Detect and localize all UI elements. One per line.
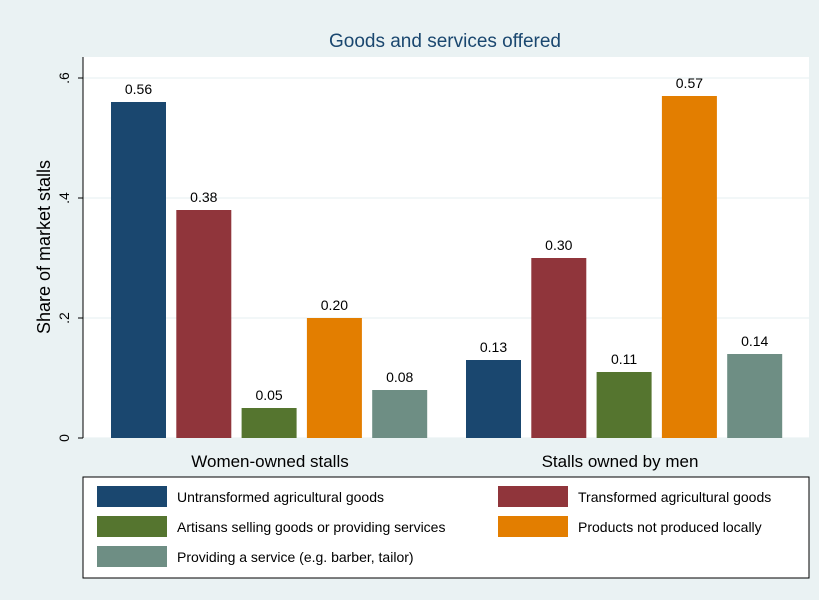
bar-value-label: 0.56 bbox=[125, 81, 152, 97]
bar-value-label: 0.08 bbox=[386, 369, 413, 385]
legend-label: Transformed agricultural goods bbox=[578, 489, 771, 505]
bar-value-label: 0.13 bbox=[480, 339, 507, 355]
y-tick-label: .6 bbox=[56, 72, 72, 84]
category-label-women: Women-owned stalls bbox=[191, 452, 348, 471]
bar-value-label: 0.11 bbox=[611, 351, 637, 367]
bar bbox=[727, 354, 783, 438]
bar-value-label: 0.30 bbox=[545, 237, 572, 253]
legend-label: Untransformed agricultural goods bbox=[177, 489, 384, 505]
chart-title: Goods and services offered bbox=[329, 31, 561, 52]
y-tick-label: 0 bbox=[56, 434, 72, 442]
bar bbox=[306, 318, 362, 438]
y-axis-ticks: 0 .2 .4 .6 bbox=[56, 72, 83, 442]
y-tick-label: .4 bbox=[56, 192, 72, 204]
bar bbox=[111, 102, 166, 438]
bar bbox=[661, 96, 717, 438]
legend-label: Providing a service (e.g. barber, tailor… bbox=[177, 549, 414, 565]
bar bbox=[241, 408, 297, 438]
bar-value-label: 0.05 bbox=[255, 387, 282, 403]
legend-swatch bbox=[97, 486, 167, 507]
bar bbox=[176, 210, 232, 438]
legend: Untransformed agricultural goods Transfor… bbox=[97, 486, 771, 567]
bar-value-label: 0.38 bbox=[190, 189, 217, 205]
bar-value-label: 0.20 bbox=[321, 297, 348, 313]
legend-swatch bbox=[97, 516, 167, 537]
bars bbox=[111, 96, 783, 438]
legend-label: Products not produced locally bbox=[578, 519, 762, 535]
y-tick-label: .2 bbox=[56, 312, 72, 324]
legend-box bbox=[82, 476, 810, 579]
bar bbox=[596, 372, 652, 438]
y-axis-title: Share of market stalls bbox=[34, 160, 54, 334]
legend-swatch bbox=[498, 516, 568, 537]
legend-swatch bbox=[97, 546, 167, 567]
bar-value-label: 0.57 bbox=[676, 75, 703, 91]
bar bbox=[531, 258, 587, 438]
category-label-men: Stalls owned by men bbox=[542, 452, 699, 471]
legend-label: Artisans selling goods or providing serv… bbox=[177, 519, 445, 535]
legend-swatch bbox=[498, 486, 568, 507]
bar bbox=[372, 390, 428, 438]
bar-value-label: 0.14 bbox=[741, 333, 768, 349]
data-labels: 0.56 0.38 0.05 0.20 0.08 0.13 0.30 0.11 0.57 0.14 bbox=[125, 75, 769, 403]
bar bbox=[466, 360, 521, 438]
